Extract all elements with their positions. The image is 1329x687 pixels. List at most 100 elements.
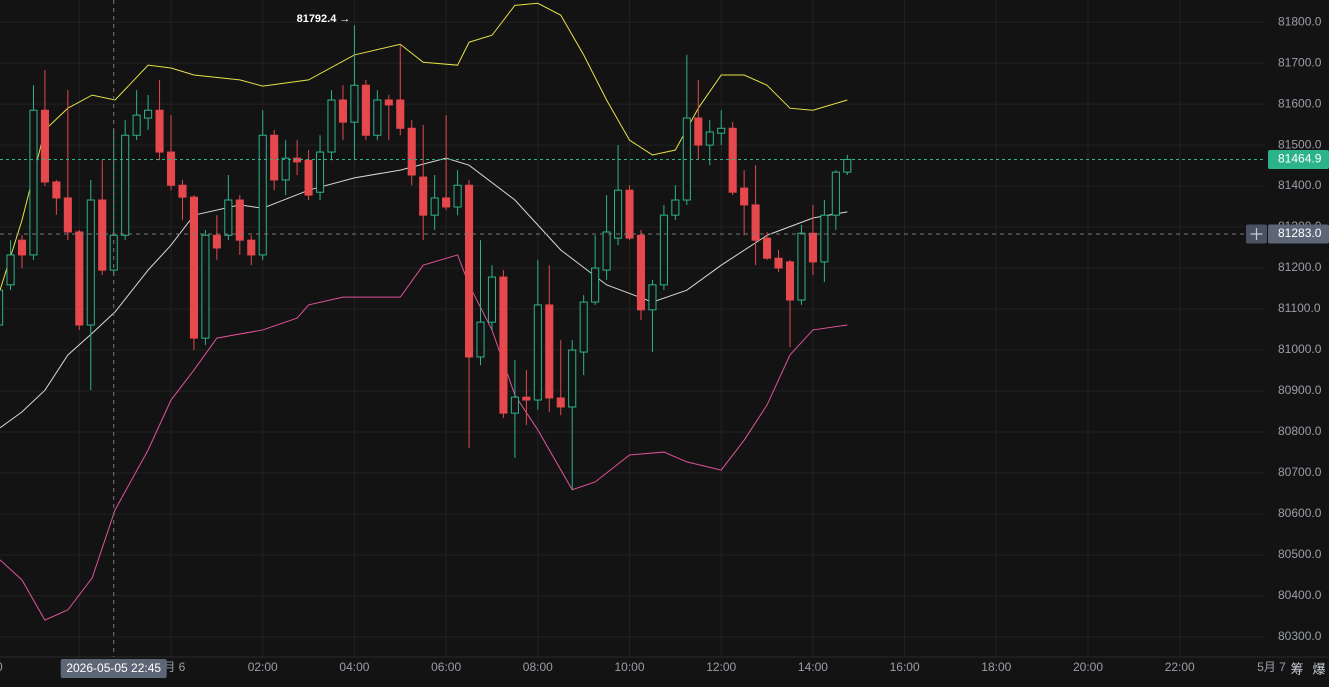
- candle-body: [0, 289, 4, 326]
- crosshair-x-label: 2026-05-05 22:45: [66, 661, 161, 675]
- candle-body: [579, 301, 588, 353]
- candle-body: [442, 197, 451, 208]
- candle-body: [476, 321, 485, 358]
- candle-body: [258, 134, 267, 256]
- y-tick-label: 81600.0: [1278, 96, 1322, 110]
- crosshair-x-box: [60, 659, 167, 678]
- x-tick-label: 20:00: [0, 660, 3, 674]
- candle-body: [705, 131, 714, 146]
- last-price-label: 81464.9: [1278, 152, 1322, 166]
- y-tick-label: 81000.0: [1278, 342, 1322, 356]
- candle-body: [189, 196, 198, 339]
- candle-body: [820, 214, 829, 263]
- candle-body: [831, 171, 840, 216]
- candle-body: [281, 157, 290, 181]
- candle-body: [201, 234, 210, 339]
- band-line: [0, 2, 848, 291]
- candle-body: [694, 117, 703, 146]
- candle-body: [212, 234, 221, 249]
- candle-body: [487, 276, 497, 323]
- candle-body: [728, 127, 737, 193]
- x-tick-label: 5月 7: [1257, 660, 1286, 674]
- x-tick-label: 02:00: [248, 660, 278, 674]
- candle-body: [602, 231, 611, 271]
- toolbar-button[interactable]: 爆: [1312, 661, 1325, 676]
- x-tick-label: 20:00: [1073, 660, 1103, 674]
- candle-body: [740, 187, 749, 206]
- candle-body: [797, 232, 806, 301]
- candle-body: [247, 239, 256, 256]
- candle-body: [63, 197, 72, 233]
- x-tick-label: 10:00: [615, 660, 645, 674]
- candle-body: [453, 184, 462, 208]
- x-tick-label: 06:00: [431, 660, 461, 674]
- candle-body: [556, 397, 565, 408]
- y-tick-label: 80600.0: [1278, 506, 1322, 520]
- candle-body: [224, 199, 233, 236]
- crosshair-add-icon: [1250, 228, 1263, 241]
- candle-body: [17, 239, 27, 256]
- candle-body: [235, 199, 244, 241]
- y-tick-label: 80700.0: [1278, 465, 1322, 479]
- candle-body: [671, 199, 680, 216]
- candle-body: [533, 304, 542, 401]
- candle-body: [751, 204, 760, 241]
- candle-body: [178, 184, 187, 198]
- candle-body: [407, 127, 416, 176]
- candle-body: [659, 214, 668, 286]
- candle-body: [568, 349, 577, 408]
- y-tick-label: 81500.0: [1278, 137, 1322, 151]
- candle-body: [614, 189, 623, 239]
- candle-body: [510, 396, 519, 414]
- x-tick-label: 12:00: [706, 660, 736, 674]
- candle-body: [350, 84, 359, 123]
- candle-body: [327, 99, 336, 153]
- candle-body: [75, 231, 84, 326]
- candle-body: [121, 134, 130, 236]
- candle-body: [29, 109, 38, 256]
- y-tick-label: 80300.0: [1278, 629, 1322, 643]
- y-tick-label: 81400.0: [1278, 178, 1322, 192]
- candle-body: [545, 304, 554, 399]
- x-tick-label: 08:00: [523, 660, 553, 674]
- band-line: [0, 254, 848, 621]
- candle-body: [6, 254, 15, 286]
- candle-body: [464, 184, 474, 358]
- candle-body: [132, 114, 141, 136]
- candle-body: [361, 84, 370, 136]
- candle-body: [396, 99, 405, 129]
- candle-body: [785, 261, 795, 301]
- candle-body: [774, 257, 783, 269]
- toolbar-button[interactable]: 筹: [1290, 661, 1303, 676]
- candle-body: [717, 127, 726, 134]
- candle-body: [843, 158, 852, 173]
- x-tick-label: 18:00: [981, 660, 1011, 674]
- candle-body: [144, 109, 153, 119]
- crosshair-y-box: [1268, 224, 1329, 244]
- candle-body: [338, 99, 348, 123]
- y-tick-label: 81200.0: [1278, 260, 1322, 274]
- x-tick-label: 14:00: [798, 660, 828, 674]
- candle-body: [52, 181, 61, 199]
- candle-body: [384, 99, 393, 106]
- plot: [0, 2, 852, 621]
- candle-body: [373, 99, 382, 136]
- y-tick-label: 80400.0: [1278, 588, 1322, 602]
- candle-body: [40, 109, 49, 183]
- x-tick-label: 22:00: [1165, 660, 1195, 674]
- candle-body: [763, 237, 772, 259]
- candle-body: [293, 157, 302, 163]
- candle-body: [270, 134, 279, 181]
- candle-body: [304, 159, 313, 196]
- candle-body: [430, 197, 439, 216]
- band-line: [0, 157, 848, 429]
- candle-body: [315, 151, 325, 193]
- candle-body: [155, 109, 164, 153]
- candle-body: [636, 234, 646, 311]
- candle-body: [86, 199, 95, 326]
- candle-body: [808, 232, 817, 263]
